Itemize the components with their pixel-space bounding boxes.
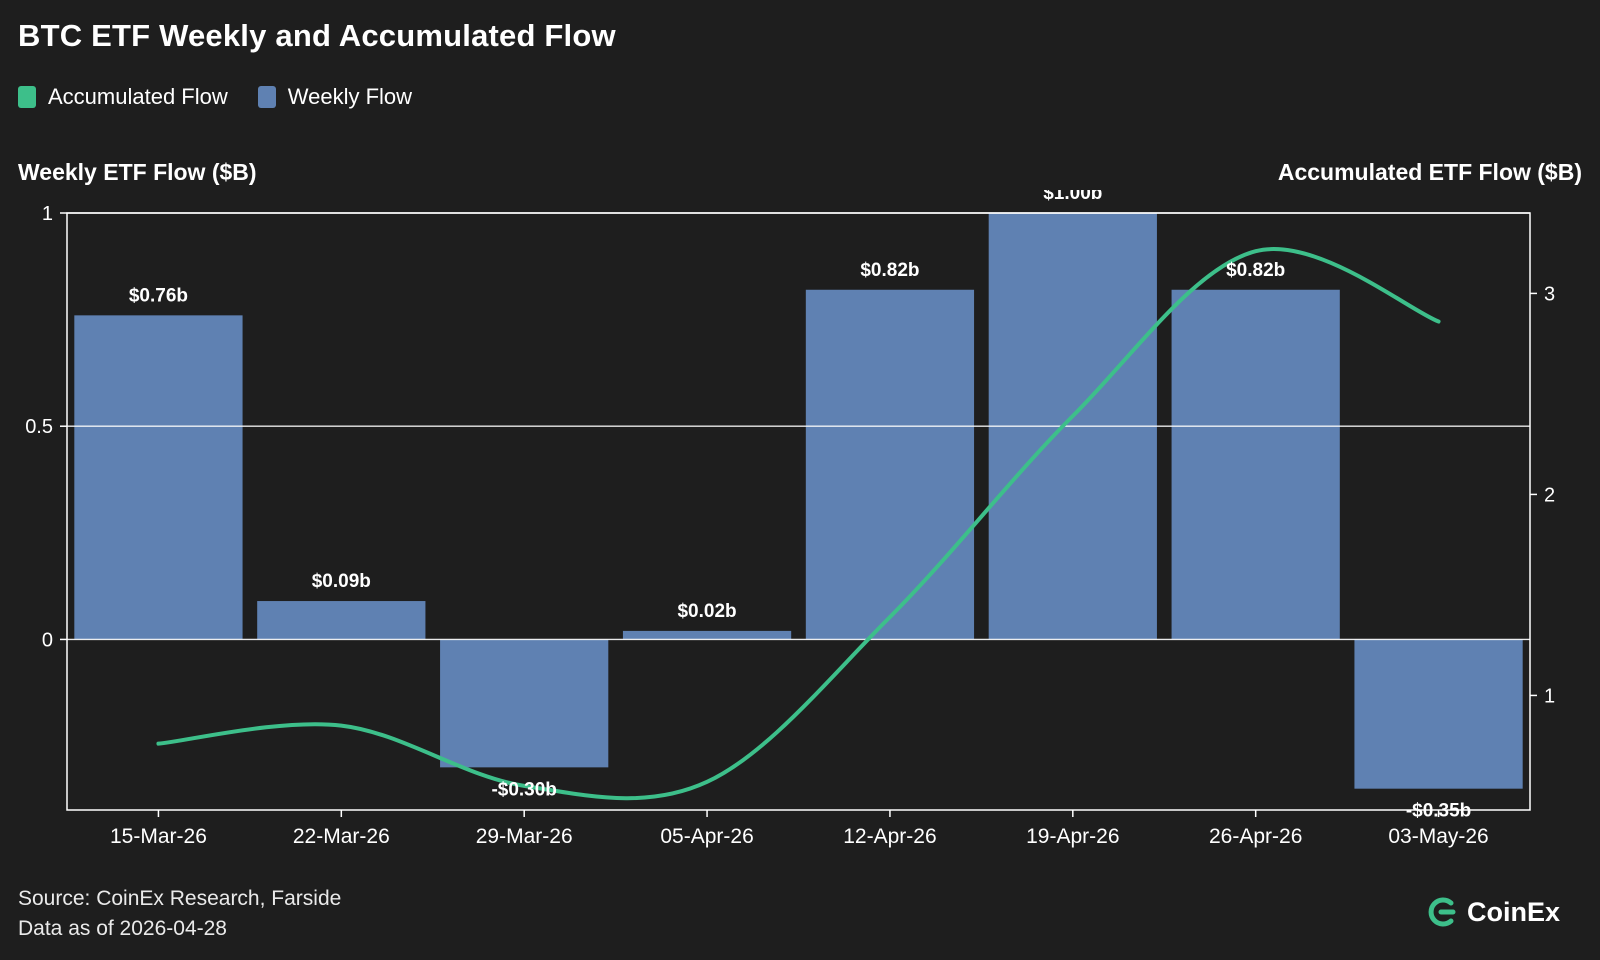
legend: Accumulated Flow Weekly Flow xyxy=(18,84,442,110)
right-tick-label: 3 xyxy=(1544,283,1555,305)
legend-item-accumulated: Accumulated Flow xyxy=(18,84,228,110)
bar-05-Apr-26 xyxy=(622,630,792,640)
bar-26-Apr-26 xyxy=(1171,289,1340,640)
x-tick-label: 05-Apr-26 xyxy=(660,825,753,848)
left-tick-label: 0 xyxy=(42,629,53,651)
legend-swatch-weekly xyxy=(257,86,276,108)
bar-29-Mar-26 xyxy=(440,639,609,768)
x-tick-label: 12-Apr-26 xyxy=(843,825,936,848)
bar-value-label: $0.82b xyxy=(860,260,919,281)
x-tick-label: 19-Apr-26 xyxy=(1026,825,1119,848)
bar-value-label: $1.00b xyxy=(1043,190,1102,204)
bar-value-label: -$0.35b xyxy=(1406,801,1471,822)
x-tick-label: 29-Mar-26 xyxy=(476,825,573,848)
left-tick-label: 0.5 xyxy=(25,416,53,438)
legend-item-weekly: Weekly Flow xyxy=(257,84,413,110)
right-tick-label: 1 xyxy=(1544,685,1555,707)
x-tick-label: 22-Mar-26 xyxy=(293,825,390,848)
data-date-note: Data as of 2026-04-28 xyxy=(18,917,227,940)
bar-value-label: $0.76b xyxy=(129,285,188,306)
legend-label-weekly: Weekly Flow xyxy=(287,84,413,109)
x-tick-label: 26-Apr-26 xyxy=(1209,825,1302,848)
bar-22-Mar-26 xyxy=(257,601,426,640)
bar-12-Apr-26 xyxy=(805,289,975,640)
legend-label-accumulated: Accumulated Flow xyxy=(48,84,228,109)
right-axis-title: Accumulated ETF Flow ($B) xyxy=(1277,159,1582,185)
bar-value-label: $0.82b xyxy=(1226,260,1285,281)
x-tick-label: 03-May-26 xyxy=(1388,825,1488,848)
source-note: Source: CoinEx Research, Farside xyxy=(18,887,342,910)
right-tick-label: 2 xyxy=(1544,484,1555,506)
chart-title: BTC ETF Weekly and Accumulated Flow xyxy=(18,18,616,53)
brand-logo: CoinEx xyxy=(1427,895,1560,929)
accumulated-flow-line xyxy=(156,247,1441,801)
bar-value-label: $0.09b xyxy=(312,571,371,592)
footer: Source: CoinEx Research, Farside Data as… xyxy=(18,884,341,944)
plot-frame xyxy=(66,212,1531,811)
x-tick-label: 15-Mar-26 xyxy=(110,825,207,848)
bar-value-label: $0.02b xyxy=(677,601,736,622)
legend-swatch-accumulated xyxy=(18,86,36,108)
bar-15-Mar-26 xyxy=(74,315,243,640)
left-tick-label: 1 xyxy=(42,203,53,225)
brand-name: CoinEx xyxy=(1466,896,1560,927)
bar-value-label: -$0.30b xyxy=(491,779,556,800)
bar-03-May-26 xyxy=(1354,639,1523,789)
left-axis-title: Weekly ETF Flow ($B) xyxy=(18,159,257,185)
chart-area: 0 0.5 1 1 2 3 15-Mar-26 22-Mar-26 29-Mar-26 05-Ap… xyxy=(25,190,1555,848)
coinex-logo-icon xyxy=(1428,897,1456,927)
